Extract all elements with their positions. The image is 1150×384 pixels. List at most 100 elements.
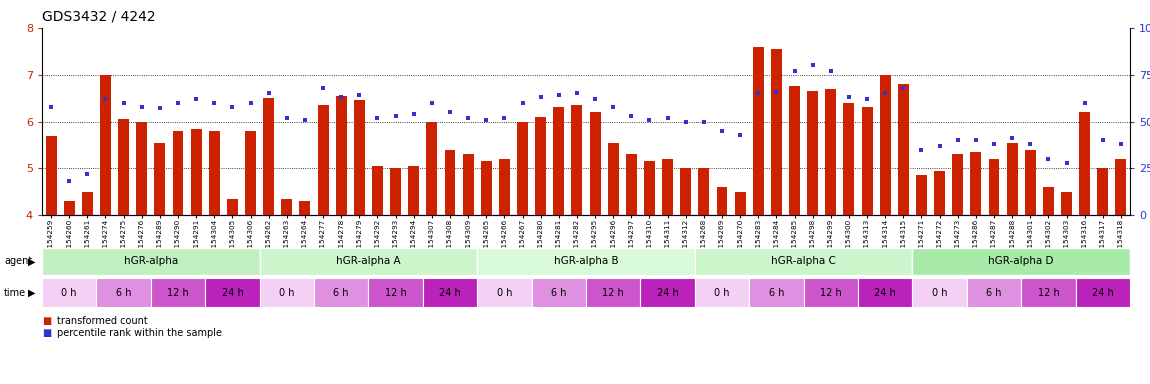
Point: [314, 85, 332, 91]
Point: [386, 113, 405, 119]
Point: [767, 88, 785, 94]
Point: [713, 128, 731, 134]
Text: 6 h: 6 h: [987, 288, 1002, 298]
Point: [731, 131, 750, 137]
Bar: [681, 168, 691, 215]
Bar: [1021, 278, 1075, 307]
Point: [405, 111, 423, 117]
Bar: [82, 192, 93, 215]
Text: 12 h: 12 h: [820, 288, 842, 298]
Point: [423, 100, 442, 106]
Bar: [586, 278, 641, 307]
Bar: [967, 278, 1021, 307]
Bar: [368, 278, 423, 307]
Text: 0 h: 0 h: [932, 288, 948, 298]
Bar: [227, 199, 238, 215]
Bar: [912, 248, 1130, 275]
Text: 0 h: 0 h: [61, 288, 77, 298]
Text: 0 h: 0 h: [714, 288, 730, 298]
Point: [695, 118, 713, 124]
Point: [114, 100, 132, 106]
Text: 12 h: 12 h: [1037, 288, 1059, 298]
Bar: [607, 142, 619, 215]
Bar: [423, 278, 477, 307]
Point: [949, 137, 967, 143]
Point: [242, 100, 260, 106]
Bar: [100, 75, 110, 215]
Point: [659, 115, 677, 121]
Bar: [735, 192, 745, 215]
Bar: [191, 129, 201, 215]
Bar: [807, 91, 818, 215]
Bar: [427, 121, 437, 215]
Point: [296, 117, 314, 123]
Bar: [137, 121, 147, 215]
Bar: [477, 278, 531, 307]
Bar: [151, 278, 205, 307]
Bar: [535, 117, 546, 215]
Point: [477, 117, 496, 123]
Bar: [46, 136, 56, 215]
Text: time: time: [3, 288, 26, 298]
Bar: [314, 278, 368, 307]
Bar: [390, 168, 401, 215]
Text: 0 h: 0 h: [497, 288, 512, 298]
Text: agent: agent: [3, 257, 32, 266]
Bar: [260, 248, 477, 275]
Bar: [1025, 149, 1036, 215]
Text: 24 h: 24 h: [874, 288, 896, 298]
Bar: [481, 161, 492, 215]
Bar: [1097, 168, 1109, 215]
Bar: [770, 49, 782, 215]
Bar: [644, 161, 654, 215]
Point: [641, 117, 659, 123]
Bar: [43, 248, 260, 275]
Bar: [299, 201, 310, 215]
Bar: [971, 152, 981, 215]
Text: 12 h: 12 h: [167, 288, 189, 298]
Text: hGR-alpha C: hGR-alpha C: [772, 257, 836, 266]
Bar: [698, 168, 710, 215]
Bar: [172, 131, 184, 215]
Point: [513, 100, 531, 106]
Point: [876, 90, 895, 96]
Bar: [354, 101, 365, 215]
Bar: [97, 278, 151, 307]
Bar: [282, 199, 292, 215]
Text: 24 h: 24 h: [222, 288, 244, 298]
Text: 0 h: 0 h: [279, 288, 294, 298]
Bar: [572, 105, 582, 215]
Point: [622, 113, 641, 119]
Point: [350, 92, 368, 98]
Bar: [154, 142, 166, 215]
Bar: [753, 47, 764, 215]
Point: [41, 103, 60, 109]
Point: [840, 94, 858, 100]
Bar: [1079, 112, 1090, 215]
Point: [858, 96, 876, 102]
Bar: [789, 86, 800, 215]
Bar: [804, 278, 858, 307]
Bar: [373, 166, 383, 215]
Text: 6 h: 6 h: [551, 288, 567, 298]
Bar: [205, 278, 260, 307]
Bar: [716, 187, 728, 215]
Text: 24 h: 24 h: [657, 288, 678, 298]
Point: [1003, 135, 1021, 141]
Point: [187, 96, 206, 102]
Bar: [898, 84, 908, 215]
Bar: [695, 278, 749, 307]
Point: [604, 103, 622, 109]
Bar: [477, 248, 695, 275]
Bar: [1116, 159, 1126, 215]
Point: [568, 90, 586, 96]
Text: GDS3432 / 4242: GDS3432 / 4242: [43, 10, 155, 24]
Bar: [826, 89, 836, 215]
Point: [531, 94, 550, 100]
Bar: [861, 108, 873, 215]
Point: [585, 96, 604, 102]
Bar: [499, 159, 509, 215]
Text: 12 h: 12 h: [385, 288, 406, 298]
Bar: [880, 75, 890, 215]
Bar: [749, 278, 804, 307]
